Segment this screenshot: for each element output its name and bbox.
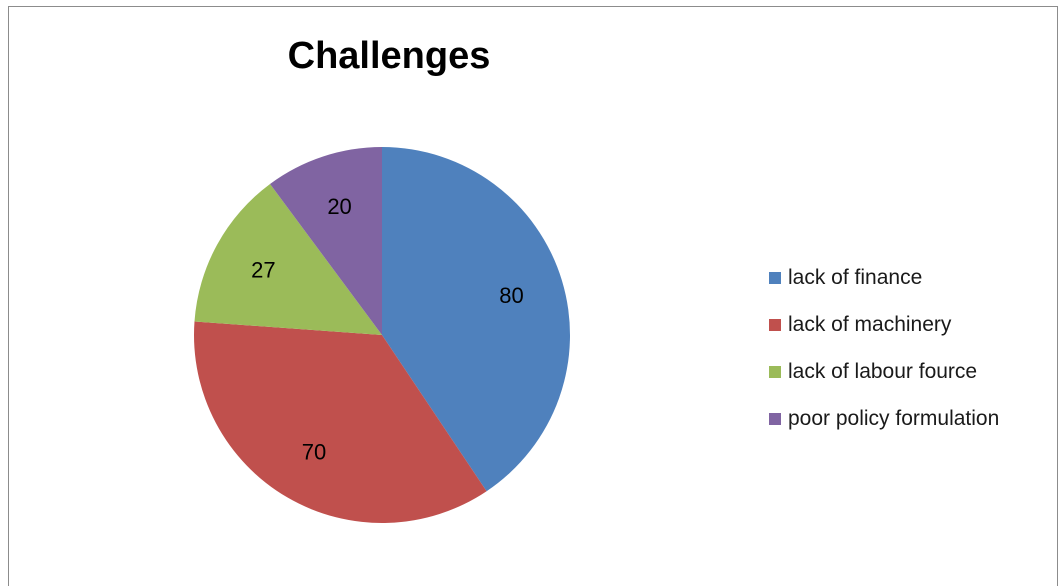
chart-legend: lack of finance lack of machinery lack of … [769, 254, 999, 442]
legend-item: lack of finance [769, 254, 999, 301]
legend-item: poor policy formulation [769, 395, 999, 442]
legend-label: lack of finance [788, 265, 923, 289]
legend-label: lack of labour fource [788, 359, 978, 383]
data-label: 27 [251, 257, 275, 282]
data-label: 70 [302, 440, 326, 465]
legend-swatch [769, 271, 781, 284]
pie-slice-lack-of-labour-fource [194, 183, 382, 335]
data-label: 80 [499, 283, 523, 308]
legend-label: lack of machinery [788, 312, 952, 336]
pie-slice-poor-policy-formulation [270, 147, 382, 335]
chart-frame: Challenges 80 70 27 20 lack of finance lack … [8, 6, 1058, 586]
legend-label: poor policy formulation [788, 406, 1000, 430]
legend-item: lack of labour fource [769, 348, 999, 395]
pie-slice-lack-of-finance [382, 147, 570, 492]
legend-swatch [769, 365, 781, 378]
legend-swatch [769, 318, 781, 331]
legend-item: lack of machinery [769, 301, 999, 348]
chart-title: Challenges [287, 35, 491, 77]
pie-chart: 80 70 27 20 [194, 147, 570, 523]
legend-swatch [769, 412, 781, 425]
data-label: 20 [327, 194, 351, 219]
pie-slice-lack-of-machinery [194, 321, 487, 523]
